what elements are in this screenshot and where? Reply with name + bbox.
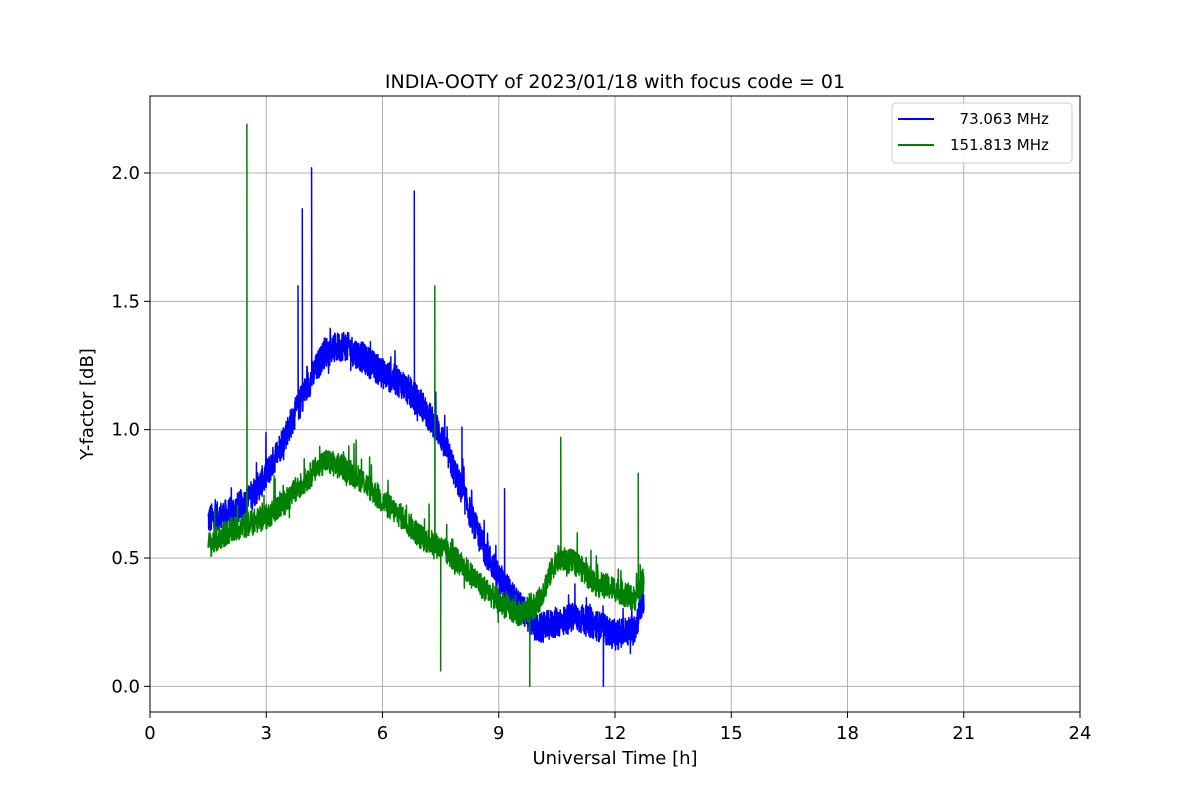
series-line-1 [207,167,645,688]
legend-label-2: 151.813 MHz [950,136,1049,154]
x-tick-label: 24 [1069,723,1092,744]
x-axis-label: Universal Time [h] [532,748,697,769]
series-layer [207,123,645,688]
y-tick-label: 0.5 [111,548,140,569]
y-axis-label: Y-factor [dB] [77,348,98,461]
x-tick-label: 12 [604,723,627,744]
x-tick-label: 21 [952,723,975,744]
x-tick-label: 15 [720,723,743,744]
legend: 73.063 MHz 151.813 MHz [891,102,1073,164]
x-tick-label: 6 [377,723,388,744]
y-tick-label: 2.0 [111,163,140,184]
x-axis-ticks: 0 3 6 9 12 15 18 21 24 [144,712,1091,744]
x-tick-label: 3 [261,723,272,744]
y-tick-label: 1.0 [111,420,140,441]
x-tick-label: 9 [493,723,504,744]
y-axis-ticks: 0.0 0.5 1.0 1.5 2.0 [111,163,150,697]
x-tick-label: 18 [836,723,859,744]
chart-title: INDIA-OOTY of 2023/01/18 with focus code… [385,71,845,93]
legend-box [891,102,1073,164]
y-tick-label: 0.0 [111,676,140,697]
series-line-2 [207,123,645,688]
y-tick-label: 1.5 [111,291,140,312]
x-tick-label: 0 [144,723,155,744]
legend-label-1: 73.063 MHz [950,110,1049,128]
